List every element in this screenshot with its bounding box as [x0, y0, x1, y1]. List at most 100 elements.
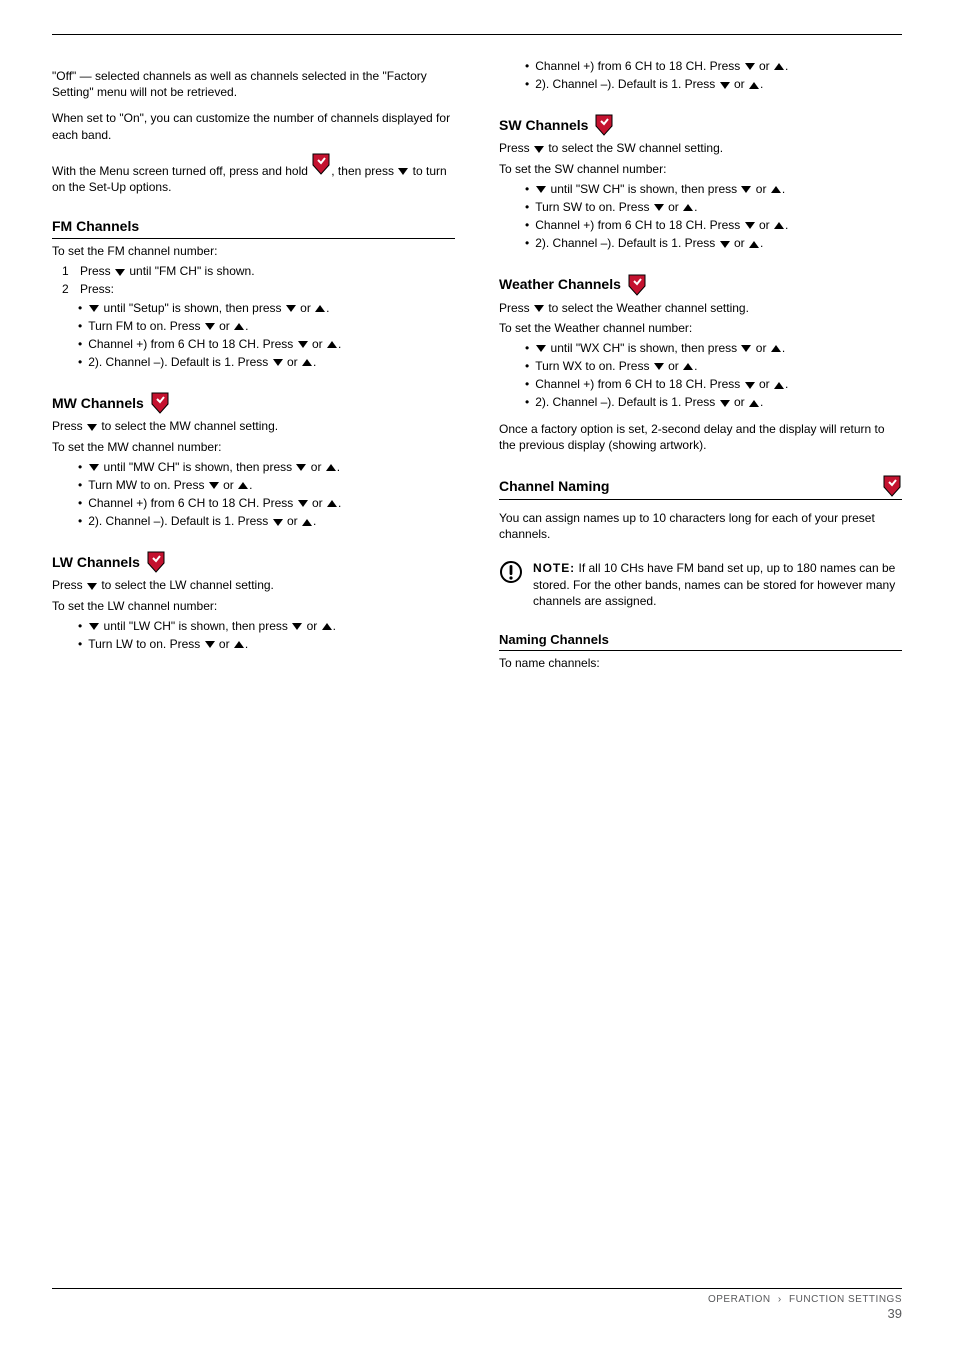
prefix-line: With the Menu screen turned off, press a… — [52, 153, 455, 195]
section-sw-title: SW Channels — [499, 116, 588, 135]
up-arrow-icon — [234, 641, 244, 648]
top-bullet-0: •Channel +) from 6 CH to 18 CH. Press or… — [525, 58, 902, 74]
fm-step-2: 2 Press: — [62, 281, 455, 297]
lw-lead2: To set the LW channel number: — [52, 598, 455, 614]
lw-bullet-0: • until "LW CH" is shown, then press or … — [78, 618, 455, 634]
naming-sub-body: To name channels: — [499, 655, 902, 671]
section-fm-title: FM Channels — [52, 217, 139, 236]
right-column: •Channel +) from 6 CH to 18 CH. Press or… — [499, 58, 902, 676]
sw-lead: Press to select the SW channel setting. — [499, 140, 902, 156]
naming-body: You can assign names up to 10 characters… — [499, 510, 902, 542]
section-sw-head: SW Channels — [499, 114, 902, 136]
down-arrow-icon — [654, 363, 664, 370]
up-arrow-icon — [315, 305, 325, 312]
fm-bullet-3: •2). Channel –). Default is 1. Press or … — [78, 354, 455, 370]
v-shield-icon — [311, 153, 331, 175]
down-arrow-icon — [745, 63, 755, 70]
down-arrow-icon — [273, 359, 283, 366]
lw-bullet-1: •Turn LW to on. Press or . — [78, 636, 455, 652]
up-arrow-icon — [771, 345, 781, 352]
down-arrow-icon — [741, 345, 751, 352]
v-shield-icon — [146, 551, 166, 573]
down-arrow-icon — [205, 323, 215, 330]
wx-note: Once a factory option is set, 2-second d… — [499, 421, 902, 453]
down-arrow-icon — [534, 146, 544, 153]
v-shield-icon — [594, 114, 614, 136]
section-wx-title: Weather Channels — [499, 275, 621, 294]
naming-sub-title: Naming Channels — [499, 631, 609, 649]
breadcrumb: OPERATION › FUNCTION SETTINGS — [708, 1294, 902, 1305]
section-naming-title: Channel Naming — [499, 477, 609, 496]
left-column: "Off" — selected channels as well as cha… — [52, 58, 455, 676]
note-row: NOTE: If all 10 CHs have FM band set up,… — [499, 560, 902, 609]
sw-bullet-0: • until "SW CH" is shown, then press or … — [525, 181, 902, 197]
mw-bullet-0: • until "MW CH" is shown, then press or … — [78, 459, 455, 475]
down-arrow-icon — [536, 345, 546, 352]
up-arrow-icon — [683, 204, 693, 211]
mw-lead: Press to select the MW channel setting. — [52, 418, 455, 434]
down-arrow-icon — [292, 623, 302, 630]
up-arrow-icon — [322, 623, 332, 630]
section-naming-sub: Naming Channels — [499, 631, 902, 652]
fm-lead: To set the FM channel number: — [52, 243, 455, 259]
up-arrow-icon — [683, 363, 693, 370]
wx-bullet-3: •2). Channel –). Default is 1. Press or … — [525, 394, 902, 410]
mw-bullet-3: •2). Channel –). Default is 1. Press or … — [78, 513, 455, 529]
wx-bullet-2: •Channel +) from 6 CH to 18 CH. Press or… — [525, 376, 902, 392]
page-number: 39 — [888, 1306, 902, 1321]
intro-para-1: "Off" — selected channels as well as cha… — [52, 68, 455, 100]
down-arrow-icon — [89, 464, 99, 471]
up-arrow-icon — [749, 241, 759, 248]
wx-bullet-0: • until "WX CH" is shown, then press or … — [525, 340, 902, 356]
section-mw-title: MW Channels — [52, 394, 144, 413]
up-arrow-icon — [327, 341, 337, 348]
mw-lead2: To set the MW channel number: — [52, 439, 455, 455]
wx-bullet-1: •Turn WX to on. Press or . — [525, 358, 902, 374]
note-body: If all 10 CHs have FM band set up, up to… — [533, 561, 895, 607]
sw-bullet-3: •2). Channel –). Default is 1. Press or … — [525, 235, 902, 251]
up-arrow-icon — [749, 82, 759, 89]
mw-bullet-2: •Channel +) from 6 CH to 18 CH. Press or… — [78, 495, 455, 511]
up-arrow-icon — [238, 482, 248, 489]
mw-bullet-1: •Turn MW to on. Press or . — [78, 477, 455, 493]
down-arrow-icon — [296, 464, 306, 471]
sw-bullet-1: •Turn SW to on. Press or . — [525, 199, 902, 215]
note-label: NOTE: — [533, 561, 575, 575]
down-arrow-icon — [87, 424, 97, 431]
up-arrow-icon — [234, 323, 244, 330]
section-wx-head: Weather Channels — [499, 274, 902, 296]
chevron-right-icon: › — [778, 1294, 782, 1305]
down-arrow-icon — [720, 400, 730, 407]
section-lw-head: LW Channels — [52, 551, 455, 573]
fm-bullet-1: •Turn FM to on. Press or . — [78, 318, 455, 334]
lw-lead: Press to select the LW channel setting. — [52, 577, 455, 593]
intro-para-2: When set to "On", you can customize the … — [52, 110, 455, 142]
section-naming-head: Channel Naming — [499, 475, 902, 500]
up-arrow-icon — [774, 222, 784, 229]
sw-bullet-2: •Channel +) from 6 CH to 18 CH. Press or… — [525, 217, 902, 233]
down-arrow-icon — [534, 305, 544, 312]
fm-bullet-0: • until "Setup" is shown, then press or … — [78, 300, 455, 316]
down-arrow-icon — [741, 186, 751, 193]
down-arrow-icon — [115, 269, 125, 276]
down-arrow-icon — [398, 168, 408, 175]
down-arrow-icon — [720, 82, 730, 89]
down-arrow-icon — [89, 623, 99, 630]
v-shield-icon — [882, 475, 902, 497]
sw-lead2: To set the SW channel number: — [499, 161, 902, 177]
section-mw-head: MW Channels — [52, 392, 455, 414]
down-arrow-icon — [745, 222, 755, 229]
down-arrow-icon — [536, 186, 546, 193]
v-shield-icon — [627, 274, 647, 296]
up-arrow-icon — [774, 382, 784, 389]
wx-lead: Press to select the Weather channel sett… — [499, 300, 902, 316]
breadcrumb-1: FUNCTION SETTINGS — [789, 1294, 902, 1305]
fm-bullet-2: •Channel +) from 6 CH to 18 CH. Press or… — [78, 336, 455, 352]
down-arrow-icon — [89, 305, 99, 312]
up-arrow-icon — [774, 63, 784, 70]
v-shield-icon — [150, 392, 170, 414]
down-arrow-icon — [286, 305, 296, 312]
up-arrow-icon — [326, 464, 336, 471]
down-arrow-icon — [87, 583, 97, 590]
down-arrow-icon — [654, 204, 664, 211]
